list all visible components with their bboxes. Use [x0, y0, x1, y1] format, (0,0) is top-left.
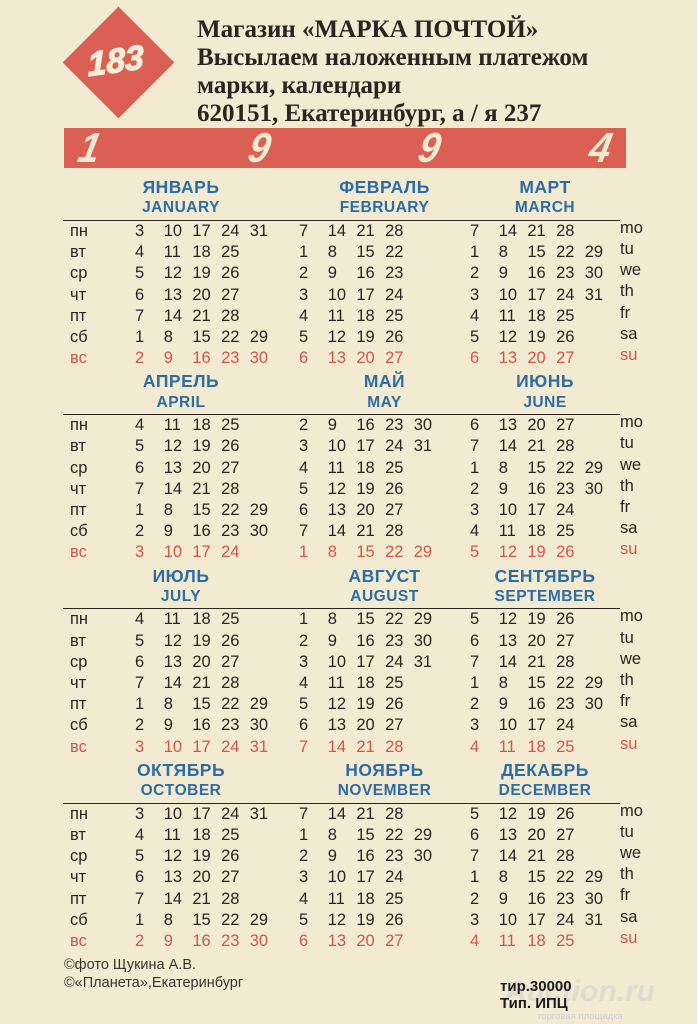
svg-text:183: 183: [87, 40, 145, 84]
